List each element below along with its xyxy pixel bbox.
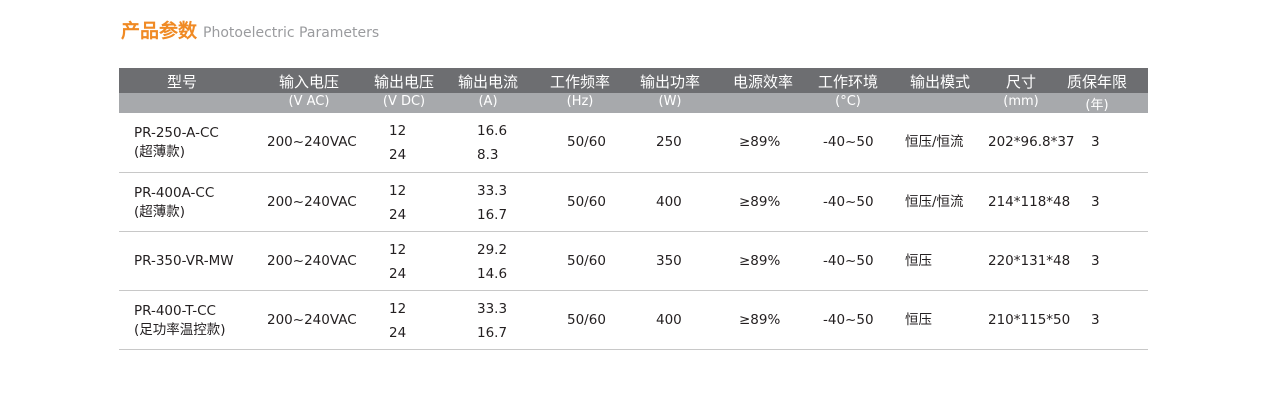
column-unit: (V AC) [288, 94, 330, 109]
power-cell: 250 [656, 134, 682, 150]
output-voltage-cell: 24 [389, 266, 407, 282]
table-row: PR-400A-CC (超薄款) 200~240VAC 12 24 33.3 16.7 50/… [119, 173, 1148, 232]
size-cell: 202*96.8*37 [988, 134, 1075, 150]
output-current-cell: 29.2 [477, 242, 508, 258]
column-unit: (mm) [1003, 94, 1039, 109]
table-row: PR-350-VR-MW 200~240VAC 12 24 29.2 14.6 50/60 3… [119, 232, 1148, 291]
power-cell: 400 [656, 194, 682, 210]
frequency-cell: 50/60 [567, 194, 606, 210]
temperature-cell: -40~50 [823, 253, 874, 269]
column-header: 输出模式 [909, 73, 971, 91]
input-voltage-cell: 200~240VAC [267, 194, 357, 210]
model-note-cell: (超薄款) [134, 204, 186, 220]
model-note-cell: (足功率温控款) [134, 322, 226, 338]
temperature-cell: -40~50 [823, 134, 874, 150]
warranty-cell: 3 [1091, 253, 1100, 269]
output-voltage-cell: 12 [389, 123, 407, 139]
output-voltage-cell: 24 [389, 325, 407, 341]
frequency-cell: 50/60 [567, 134, 606, 150]
temperature-cell: -40~50 [823, 194, 874, 210]
output-mode-cell: 恒压/恒流 [905, 194, 964, 210]
column-unit: (°C) [835, 94, 861, 109]
column-header: 输出功率 [639, 73, 701, 91]
section-title: 产品参数 Photoelectric Parameters [121, 16, 379, 43]
column-header: 工作环境 [817, 73, 879, 91]
model-cell: PR-400-T-CC [134, 303, 216, 319]
temperature-cell: -40~50 [823, 312, 874, 328]
output-current-cell: 14.6 [477, 266, 508, 282]
title-en: Photoelectric Parameters [203, 25, 380, 41]
column-header: 质保年限 [1066, 73, 1128, 91]
column-unit: (年) [1085, 98, 1109, 113]
output-current-cell: 33.3 [477, 183, 508, 199]
title-cn: 产品参数 [121, 20, 198, 42]
output-current-cell: 16.7 [477, 207, 508, 223]
column-header: 输出电流 [457, 73, 519, 91]
efficiency-cell: ≥89% [739, 312, 781, 328]
output-voltage-cell: 24 [389, 147, 407, 163]
warranty-cell: 3 [1091, 134, 1100, 150]
size-cell: 210*115*50 [988, 312, 1071, 328]
model-cell: PR-350-VR-MW [134, 253, 234, 269]
model-cell: PR-400A-CC [134, 185, 215, 201]
efficiency-cell: ≥89% [739, 253, 781, 269]
size-cell: 214*118*48 [988, 194, 1071, 210]
table-header-units: (V AC) (V DC) (A) (Hz) (W) (°C) (mm) (年) [119, 93, 1148, 113]
model-cell: PR-250-A-CC [134, 125, 219, 141]
size-cell: 220*131*48 [988, 253, 1071, 269]
output-current-cell: 33.3 [477, 301, 508, 317]
output-voltage-cell: 24 [389, 207, 407, 223]
column-header: 输入电压 [278, 73, 340, 91]
column-unit: (A) [478, 94, 498, 109]
column-unit: (Hz) [566, 94, 594, 109]
column-header: 输出电压 [373, 73, 435, 91]
output-current-cell: 8.3 [477, 147, 499, 163]
output-voltage-cell: 12 [389, 242, 407, 258]
output-current-cell: 16.6 [477, 123, 508, 139]
output-voltage-cell: 12 [389, 301, 407, 317]
warranty-cell: 3 [1091, 194, 1100, 210]
input-voltage-cell: 200~240VAC [267, 253, 357, 269]
column-header: 尺寸 [1005, 73, 1037, 91]
output-mode-cell: 恒压 [905, 312, 932, 328]
input-voltage-cell: 200~240VAC [267, 312, 357, 328]
model-note-cell: (超薄款) [134, 144, 186, 160]
output-mode-cell: 恒压/恒流 [905, 134, 964, 150]
power-cell: 400 [656, 312, 682, 328]
column-unit: (V DC) [382, 94, 426, 109]
efficiency-cell: ≥89% [739, 134, 781, 150]
column-unit: (W) [658, 94, 682, 109]
column-header: 工作频率 [549, 73, 611, 91]
frequency-cell: 50/60 [567, 253, 606, 269]
warranty-cell: 3 [1091, 312, 1100, 328]
efficiency-cell: ≥89% [739, 194, 781, 210]
power-cell: 350 [656, 253, 682, 269]
column-header: 型号 [166, 73, 198, 91]
column-header: 电源效率 [732, 73, 794, 91]
table-row: PR-400-T-CC (足功率温控款) 200~240VAC 12 24 33.3 16.… [119, 291, 1148, 350]
table-header: 型号 输入电压 输出电压 输出电流 工作频率 输出功率 电源效率 工作环境 输出模式 尺寸 质保年限 [119, 68, 1148, 93]
input-voltage-cell: 200~240VAC [267, 134, 357, 150]
table-row: PR-250-A-CC (超薄款) 200~240VAC 12 24 16.6 8.3 50/… [119, 113, 1148, 173]
output-current-cell: 16.7 [477, 325, 508, 341]
output-mode-cell: 恒压 [905, 253, 932, 269]
output-voltage-cell: 12 [389, 183, 407, 199]
frequency-cell: 50/60 [567, 312, 606, 328]
